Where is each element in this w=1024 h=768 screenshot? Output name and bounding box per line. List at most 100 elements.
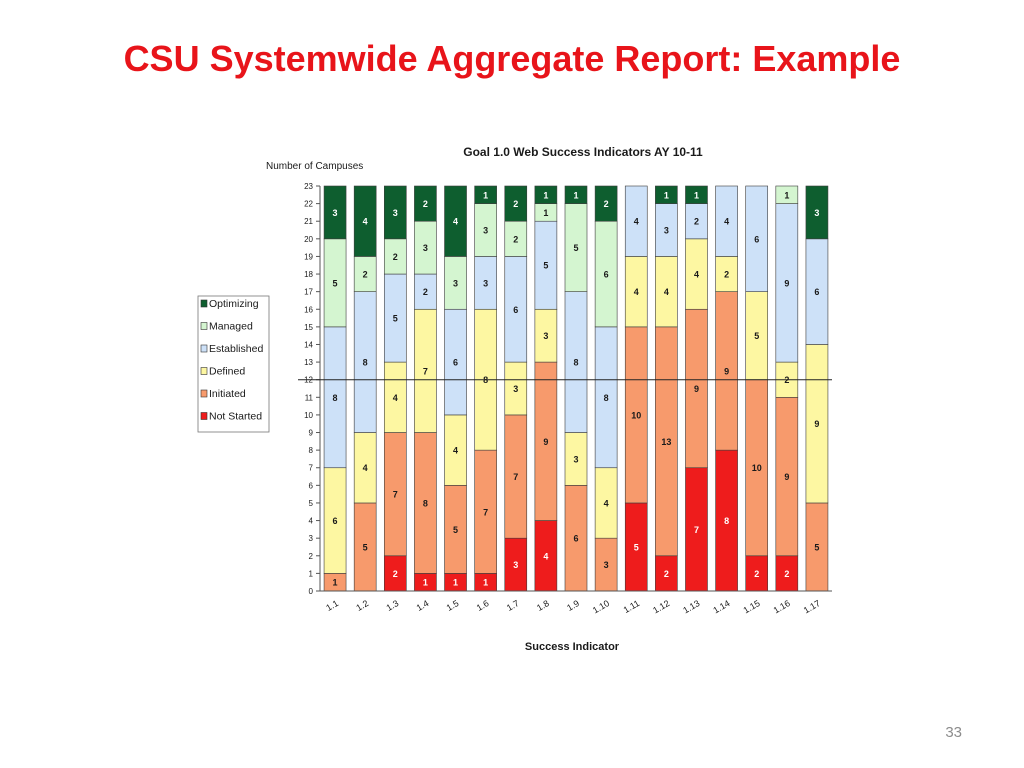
data-label: 6 — [513, 305, 518, 315]
data-label: 4 — [453, 446, 458, 456]
data-label: 5 — [573, 243, 578, 253]
x-tick-label: 1.2 — [354, 598, 370, 613]
data-label: 1 — [333, 578, 338, 588]
data-label: 4 — [393, 393, 398, 403]
data-label: 3 — [513, 560, 518, 570]
bar-segment-optimizing — [564, 185, 588, 204]
data-label: 5 — [814, 542, 819, 552]
data-label: 10 — [631, 410, 641, 420]
data-label: 8 — [573, 358, 578, 368]
data-label: 1 — [543, 208, 548, 218]
data-label: 6 — [453, 358, 458, 368]
y-tick-label: 22 — [304, 200, 313, 209]
data-label: 5 — [333, 278, 338, 288]
bar-segment-established — [745, 185, 769, 292]
bar-segment-established — [715, 185, 738, 257]
data-label: 2 — [754, 569, 759, 579]
data-label: 9 — [724, 366, 729, 376]
data-label: 9 — [543, 437, 548, 447]
legend: Optimizing Managed Established Defined Initi… — [197, 295, 270, 433]
legend-box — [197, 295, 270, 433]
bar-segment-optimizing — [444, 185, 467, 257]
data-label: 1 — [543, 190, 548, 200]
data-label: 7 — [393, 490, 398, 500]
bar-segment-optimizing — [414, 185, 437, 222]
data-label: 1 — [784, 190, 789, 200]
data-label: 3 — [543, 331, 548, 341]
data-label: 1 — [664, 190, 669, 200]
data-label: 9 — [694, 384, 699, 394]
data-label: 10 — [752, 463, 762, 473]
y-tick-label: 16 — [304, 305, 313, 314]
y-tick-label: 19 — [304, 252, 313, 261]
data-label: 2 — [513, 199, 518, 209]
data-label: 7 — [423, 366, 428, 376]
legend-label: Not Started — [209, 411, 262, 423]
x-tick-label: 1.8 — [535, 598, 551, 613]
data-label: 3 — [604, 560, 609, 570]
y-tick-label: 0 — [309, 587, 314, 596]
data-label: 2 — [604, 199, 609, 209]
x-tick-label: 1.3 — [384, 598, 400, 613]
plot-area: 1685354824274523187232154634178331373622… — [298, 182, 832, 615]
x-tick-label: 1.14 — [711, 598, 731, 615]
legend-label: Optimizing — [209, 298, 259, 310]
bar-segment-optimizing — [594, 185, 618, 222]
x-tick-label: 1.1 — [324, 598, 340, 613]
data-label: 1 — [453, 578, 458, 588]
data-label: 7 — [483, 507, 488, 517]
data-label: 4 — [634, 287, 639, 297]
data-label: 2 — [513, 234, 518, 244]
data-label: 5 — [393, 314, 398, 324]
x-tick-label: 1.7 — [505, 598, 521, 613]
data-label: 2 — [363, 270, 368, 280]
data-label: 4 — [634, 217, 639, 227]
page-number: 33 — [945, 724, 962, 741]
data-label: 2 — [784, 569, 789, 579]
y-tick-label: 15 — [304, 323, 313, 332]
x-tick-label: 1.13 — [681, 598, 701, 615]
data-label: 1 — [694, 190, 699, 200]
y-tick-label: 23 — [304, 182, 313, 191]
data-label: 1 — [573, 190, 578, 200]
data-label: 2 — [694, 217, 699, 227]
legend-swatch — [200, 344, 208, 353]
y-tick-label: 11 — [305, 393, 314, 402]
data-label: 2 — [664, 569, 669, 579]
bar-segment-optimizing — [504, 185, 528, 222]
data-label: 6 — [814, 287, 819, 297]
data-label: 2 — [423, 199, 428, 209]
data-label: 1 — [423, 578, 428, 588]
data-label: 4 — [453, 217, 458, 227]
legend-swatch — [200, 367, 208, 375]
x-tick-label: 1.4 — [415, 598, 431, 613]
data-label: 3 — [513, 384, 518, 394]
data-label: 5 — [634, 542, 639, 552]
x-tick-label: 1.17 — [802, 598, 822, 615]
data-label: 4 — [363, 463, 368, 473]
y-tick-label: 1 — [309, 569, 314, 578]
x-tick-label: 1.10 — [591, 598, 611, 615]
data-label: 2 — [393, 252, 398, 262]
data-label: 6 — [754, 234, 759, 244]
bar-segment-optimizing — [383, 185, 407, 240]
data-label: 3 — [483, 278, 488, 288]
data-label: 5 — [453, 525, 458, 535]
y-tick-label: 20 — [304, 235, 313, 244]
legend-label: Established — [209, 343, 263, 355]
y-tick-label: 18 — [304, 270, 313, 279]
data-label: 3 — [333, 208, 338, 218]
bar-segment-optimizing — [655, 185, 678, 204]
legend-label: Initiated — [209, 388, 246, 400]
data-label: 1 — [483, 190, 488, 200]
y-tick-label: 6 — [309, 481, 314, 490]
bar-segment-managed — [775, 185, 799, 204]
y-tick-label: 13 — [304, 358, 313, 367]
y-axis-label: Number of Campuses — [266, 161, 363, 172]
x-tick-label: 1.15 — [742, 598, 762, 615]
legend-swatch — [200, 389, 208, 398]
data-label: 8 — [333, 393, 338, 403]
legend-swatch — [200, 412, 208, 420]
y-tick-label: 14 — [304, 340, 313, 349]
